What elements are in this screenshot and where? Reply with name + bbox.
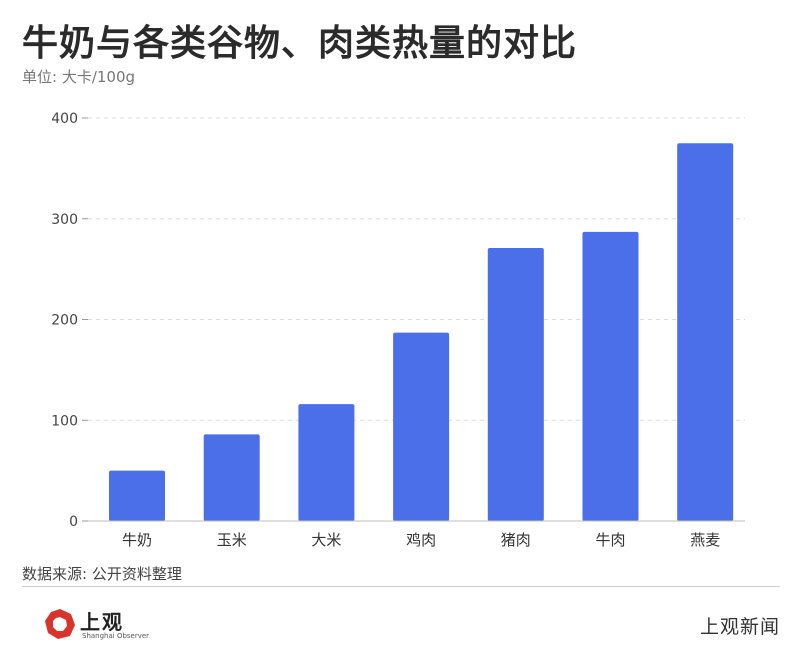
data-source: 数据来源: 公开资料整理 [22,565,182,583]
x-tick-label: 鸡肉 [406,531,436,549]
y-axis-ticks: 0 100 200 300 400 [51,111,88,530]
x-tick-label: 牛奶 [122,531,152,549]
y-tick-label: 100 [51,413,78,429]
x-tick-label: 玉米 [217,531,247,549]
bar-3 [298,404,355,521]
bar-5 [487,247,544,521]
logo-english: Shanghai Observer [82,632,150,640]
logo[interactable]: 上观 Shanghai Observer [44,606,244,642]
bars [109,143,734,521]
bar-6 [582,231,639,521]
y-tick-label: 400 [51,111,78,127]
chart-subtitle: 单位: 大卡/100g [22,68,136,86]
chart-title: 牛奶与各类谷物、肉类热量的对比 [22,23,578,64]
bar-2 [203,434,260,521]
x-axis-ticks: 牛奶 玉米 大米 鸡肉 猪肉 牛肉 燕麦 [122,531,720,549]
x-tick-label: 燕麦 [690,531,720,549]
y-tick-label: 0 [69,514,78,530]
logo-name: 上观 [80,610,124,634]
x-tick-label: 大米 [311,531,341,549]
y-tick-label: 300 [51,212,78,228]
brand-name: 上观新闻 [699,616,780,638]
x-tick-label: 牛肉 [595,531,625,549]
shanghai-observer-logo-icon [45,609,75,639]
footer-divider [22,586,780,587]
bar-1 [109,470,165,521]
x-tick-label: 猪肉 [501,531,531,549]
y-tick-label: 200 [51,313,78,329]
bar-4 [393,332,450,521]
bar-chart: 0 100 200 300 400 牛奶 玉米 大米 鸡肉 猪肉 牛肉 燕麦 [51,111,745,549]
bar-7 [677,143,734,521]
